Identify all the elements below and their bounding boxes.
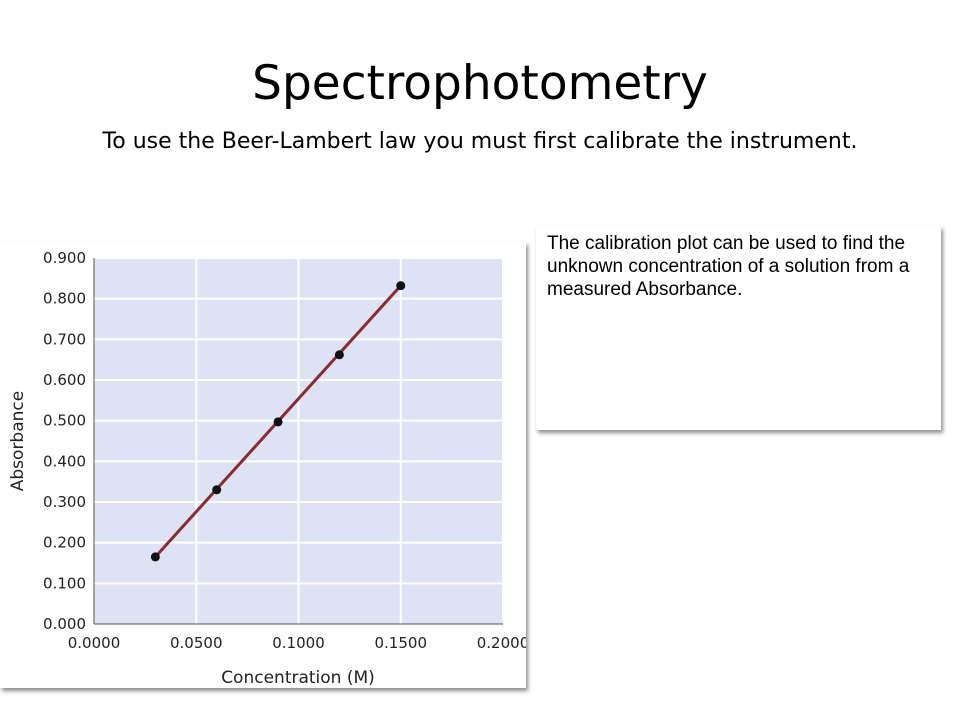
y-tick-label-9: 0.900 bbox=[43, 249, 86, 267]
y-tick-labels: 0.000 0.100 0.200 0.300 0.400 0.500 0.600 0.700… bbox=[43, 249, 86, 633]
data-point-1 bbox=[212, 485, 222, 495]
note-box: The calibration plot can be used to find… bbox=[536, 226, 941, 430]
y-tick-label-6: 0.600 bbox=[43, 371, 86, 389]
x-tick-labels: 0.0000 0.0500 0.1000 0.1500 0.2000 bbox=[68, 634, 526, 652]
x-tick-label-3: 0.1500 bbox=[375, 634, 428, 652]
slide-title: Spectrophotometry bbox=[252, 56, 708, 111]
y-tick-label-7: 0.700 bbox=[43, 330, 86, 348]
data-point-2 bbox=[273, 417, 283, 427]
data-point-3 bbox=[334, 350, 344, 360]
y-tick-label-5: 0.500 bbox=[43, 412, 86, 430]
y-tick-label-3: 0.300 bbox=[43, 493, 86, 511]
calibration-chart: 0.000 0.100 0.200 0.300 0.400 0.500 0.600 0.700… bbox=[0, 242, 526, 688]
x-axis-title: Concentration (M) bbox=[221, 668, 375, 688]
x-tick-label-0: 0.0000 bbox=[68, 634, 121, 652]
gridlines bbox=[94, 257, 504, 624]
y-tick-label-4: 0.400 bbox=[43, 452, 86, 470]
y-axis-title: Absorbance bbox=[8, 391, 28, 491]
calibration-chart-svg: 0.000 0.100 0.200 0.300 0.400 0.500 0.600 0.700… bbox=[8, 249, 526, 688]
data-point-0 bbox=[150, 552, 160, 562]
note-text: The calibration plot can be used to find… bbox=[547, 233, 910, 300]
data-point-4 bbox=[396, 281, 406, 291]
x-tick-label-2: 0.1000 bbox=[272, 634, 325, 652]
y-tick-label-0: 0.000 bbox=[43, 615, 86, 633]
x-tick-label-4: 0.2000 bbox=[477, 634, 526, 652]
x-tick-label-1: 0.0500 bbox=[170, 634, 223, 652]
y-tick-label-1: 0.100 bbox=[43, 574, 86, 592]
y-tick-label-8: 0.800 bbox=[43, 290, 86, 308]
y-tick-label-2: 0.200 bbox=[43, 534, 86, 552]
data-points bbox=[150, 281, 406, 562]
slide-subtitle: To use the Beer-Lambert law you must fir… bbox=[102, 129, 858, 154]
